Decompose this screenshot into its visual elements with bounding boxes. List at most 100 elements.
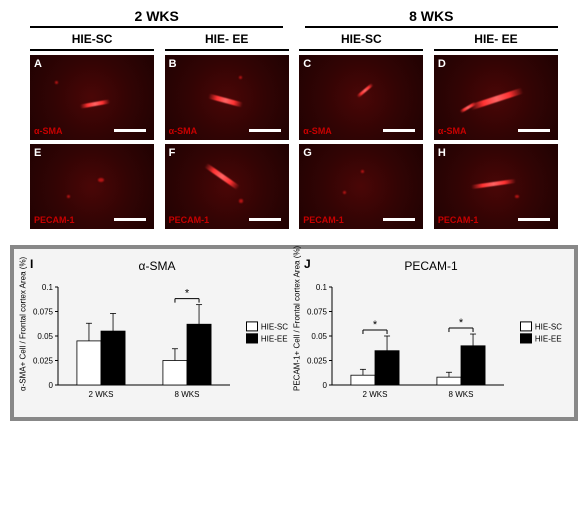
signal-dot bbox=[239, 76, 242, 79]
signal-dot bbox=[515, 195, 519, 198]
panel-letter: A bbox=[34, 58, 42, 70]
micrograph-grid: A α-SMA B α-SMA C α-SMA D bbox=[30, 55, 558, 233]
chart-panel: I α-SMA α-SMA+ Cell / Frontal cortex Are… bbox=[10, 245, 578, 421]
condition-label: HIE- EE bbox=[434, 32, 558, 46]
legend-label: HIE-SC bbox=[261, 322, 288, 331]
svg-text:2 WKS: 2 WKS bbox=[89, 390, 114, 399]
timepoint-2wks: 2 WKS bbox=[30, 8, 283, 24]
micrograph-E: E PECAM-1 bbox=[30, 144, 154, 229]
legend-label: HIE-EE bbox=[261, 334, 288, 343]
panel-letter: J bbox=[304, 257, 311, 271]
marker-label: α-SMA bbox=[303, 126, 332, 136]
legend-swatch bbox=[520, 321, 532, 331]
legend-label: HIE-SC bbox=[535, 322, 562, 331]
condition-labels: HIE-SC HIE- EE HIE-SC HIE- EE bbox=[30, 32, 558, 46]
scale-bar bbox=[518, 218, 550, 221]
y-axis-label: PECAM-1+ Cell / Frontal cortex Area (%) bbox=[293, 271, 302, 391]
rule bbox=[165, 49, 289, 51]
timepoint-labels: 2 WKS 8 WKS bbox=[30, 8, 558, 24]
chart-alpha-sma: I α-SMA α-SMA+ Cell / Frontal cortex Are… bbox=[20, 255, 294, 407]
chart-pecam1: J PECAM-1 PECAM-1+ Cell / Frontal cortex… bbox=[294, 255, 568, 407]
panel-letter: I bbox=[30, 257, 33, 271]
marker-label: α-SMA bbox=[34, 126, 63, 136]
svg-text:0.025: 0.025 bbox=[33, 357, 54, 366]
signal-dot bbox=[239, 199, 243, 203]
panel-letter: C bbox=[303, 58, 311, 70]
micrograph-panel: 2 WKS 8 WKS HIE-SC HIE- EE HIE-SC HIE- E… bbox=[0, 0, 588, 241]
rule bbox=[305, 26, 558, 28]
signal-streak bbox=[469, 87, 523, 110]
svg-text:0: 0 bbox=[323, 381, 328, 390]
scale-bar bbox=[114, 218, 146, 221]
svg-text:0.05: 0.05 bbox=[37, 332, 53, 341]
rule bbox=[30, 49, 154, 51]
scale-bar bbox=[518, 129, 550, 132]
condition-label: HIE- EE bbox=[165, 32, 289, 46]
svg-text:0.075: 0.075 bbox=[33, 308, 54, 317]
svg-text:2 WKS: 2 WKS bbox=[363, 390, 388, 399]
signal-streak bbox=[356, 83, 373, 98]
micrograph-A: A α-SMA bbox=[30, 55, 154, 140]
signal-streak bbox=[204, 163, 240, 190]
svg-text:8 WKS: 8 WKS bbox=[175, 390, 200, 399]
signal-dot bbox=[55, 81, 58, 84]
signal-streak bbox=[208, 93, 243, 107]
figure: 2 WKS 8 WKS HIE-SC HIE- EE HIE-SC HIE- E… bbox=[0, 0, 588, 421]
micrograph-F: F PECAM-1 bbox=[165, 144, 289, 229]
chart-title: PECAM-1 bbox=[294, 259, 568, 273]
legend-swatch bbox=[246, 321, 258, 331]
legend-label: HIE-EE bbox=[535, 334, 562, 343]
condition-rules bbox=[30, 49, 558, 51]
timepoint-8wks: 8 WKS bbox=[305, 8, 558, 24]
marker-label: α-SMA bbox=[169, 126, 198, 136]
panel-letter: D bbox=[438, 58, 446, 70]
legend: HIE-SC HIE-EE bbox=[246, 321, 288, 345]
svg-text:0.1: 0.1 bbox=[42, 283, 54, 292]
panel-letter: F bbox=[169, 147, 176, 159]
svg-text:0.05: 0.05 bbox=[311, 332, 327, 341]
legend-item: HIE-SC bbox=[246, 321, 288, 331]
legend-item: HIE-EE bbox=[520, 333, 562, 343]
scale-bar bbox=[249, 218, 281, 221]
scale-bar bbox=[383, 129, 415, 132]
y-axis-label: α-SMA+ Cell / Frontal cortex Area (%) bbox=[19, 271, 28, 391]
timepoint-rules bbox=[30, 26, 558, 28]
condition-label: HIE-SC bbox=[299, 32, 423, 46]
signal-dot bbox=[98, 178, 104, 182]
bar-chart-svg: 00.0250.050.0750.12 WKS8 WKS** bbox=[294, 277, 554, 407]
legend-item: HIE-EE bbox=[246, 333, 288, 343]
panel-letter: G bbox=[303, 147, 312, 159]
svg-text:*: * bbox=[459, 317, 464, 329]
rule bbox=[299, 49, 423, 51]
svg-text:0.025: 0.025 bbox=[307, 357, 328, 366]
bar-chart-svg: 0 0.025 0.05 0.075 0.1 2 WKS 8 WKS * bbox=[20, 277, 280, 407]
marker-label: PECAM-1 bbox=[303, 215, 344, 225]
legend-swatch bbox=[520, 333, 532, 343]
micrograph-H: H PECAM-1 bbox=[434, 144, 558, 229]
panel-letter: E bbox=[34, 147, 41, 159]
rule bbox=[434, 49, 558, 51]
micrograph-G: G PECAM-1 bbox=[299, 144, 423, 229]
marker-label: α-SMA bbox=[438, 126, 467, 136]
condition-label: HIE-SC bbox=[30, 32, 154, 46]
signal-streak bbox=[80, 99, 110, 108]
micrograph-C: C α-SMA bbox=[299, 55, 423, 140]
rule bbox=[30, 26, 283, 28]
panel-letter: H bbox=[438, 147, 446, 159]
legend: HIE-SC HIE-EE bbox=[520, 321, 562, 345]
scale-bar bbox=[114, 129, 146, 132]
svg-text:0.1: 0.1 bbox=[316, 283, 328, 292]
marker-label: PECAM-1 bbox=[169, 215, 210, 225]
marker-label: PECAM-1 bbox=[34, 215, 75, 225]
signal-dot bbox=[67, 195, 70, 198]
panel-letter: B bbox=[169, 58, 177, 70]
chart-title: α-SMA bbox=[20, 259, 294, 273]
svg-text:*: * bbox=[373, 319, 378, 331]
scale-bar bbox=[249, 129, 281, 132]
signal-dot bbox=[343, 191, 346, 194]
micrograph-D: D α-SMA bbox=[434, 55, 558, 140]
svg-text:0: 0 bbox=[49, 381, 54, 390]
svg-text:*: * bbox=[185, 288, 190, 300]
svg-text:8 WKS: 8 WKS bbox=[449, 390, 474, 399]
scale-bar bbox=[383, 218, 415, 221]
